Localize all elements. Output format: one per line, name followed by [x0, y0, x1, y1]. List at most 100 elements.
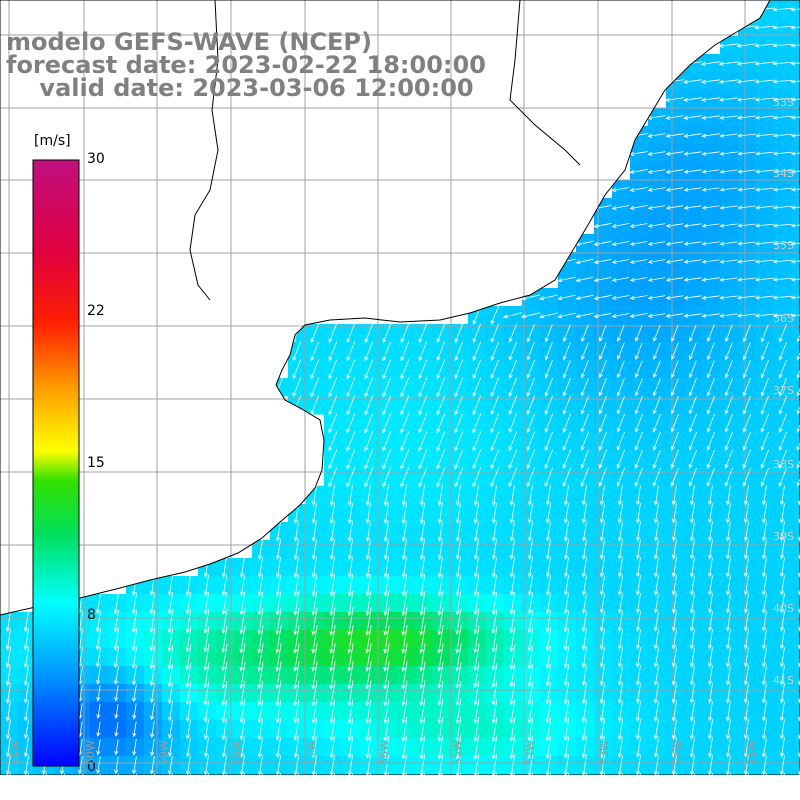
wind-arrow [683, 259, 702, 264]
wind-arrow [617, 324, 625, 342]
wind-arrow [364, 467, 374, 488]
wind-arrow [382, 467, 392, 488]
wind-cell [792, 522, 800, 541]
wind-arrow [772, 259, 793, 264]
wind-arrow [562, 467, 572, 488]
lon-label-55w: 55W [451, 740, 464, 765]
wind-arrow [185, 700, 191, 723]
wind-arrow [755, 187, 774, 192]
wind-arrow [761, 737, 767, 758]
wind-arrow [526, 467, 536, 488]
land-area [0, 0, 770, 615]
wind-arrow [257, 718, 264, 741]
wind-arrow [688, 467, 697, 487]
wind-arrow [274, 377, 284, 398]
wind-arrow [382, 395, 392, 416]
wind-arrow [221, 608, 228, 634]
wind-arrow [544, 395, 553, 415]
wind-arrow [665, 241, 684, 246]
wind-arrow [545, 610, 552, 633]
wind-arrow [347, 625, 354, 654]
wind-arrow [701, 133, 720, 138]
wind-arrow [365, 717, 372, 742]
wind-arrow [383, 502, 389, 525]
wind-arrow [311, 625, 318, 654]
wind-arrow [718, 61, 739, 66]
wind-arrow [725, 324, 733, 343]
wind-arrow [527, 681, 534, 706]
wind-arrow [508, 431, 518, 452]
wind-arrow [347, 556, 353, 579]
wind-cell [792, 594, 800, 613]
wind-arrow [761, 557, 767, 578]
wind-arrow [665, 259, 684, 264]
wind-arrow [617, 485, 623, 506]
wind-arrow [113, 592, 119, 615]
wind-arrow [311, 680, 318, 707]
wind-arrow [707, 593, 713, 614]
wind-arrow [635, 593, 641, 614]
wind-arrow [436, 359, 446, 380]
lon-label-52w: 52W [672, 740, 685, 765]
wind-arrow [761, 719, 767, 740]
wind-arrow [473, 484, 479, 507]
wind-arrow [545, 592, 551, 615]
wind-arrow [401, 538, 407, 561]
wind-arrow [665, 151, 684, 156]
wind-arrow [563, 682, 570, 705]
wind-arrow [598, 396, 607, 415]
wind-arrow [724, 360, 733, 379]
wind-arrow [401, 680, 408, 707]
wind-arrow [419, 590, 426, 616]
wind-arrow [599, 736, 605, 759]
wind-arrow [257, 661, 264, 690]
wind-cell [792, 342, 800, 361]
wind-arrow [545, 539, 551, 560]
wind-arrow [455, 556, 461, 579]
wind-arrow [725, 557, 731, 578]
wind-arrow [742, 342, 751, 361]
wind-arrow [761, 485, 767, 506]
wind-arrow [114, 756, 119, 775]
wind-arrow [689, 342, 697, 361]
lat-label-36s: 36S [773, 312, 794, 325]
wind-arrow [580, 360, 589, 379]
wind-arrow [647, 133, 666, 138]
wind-arrow [772, 43, 793, 48]
wind-arrow [700, 61, 721, 66]
wind-arrow [598, 449, 607, 470]
wind-arrow [400, 341, 410, 362]
wind-arrow [683, 241, 702, 246]
wind-arrow [293, 699, 300, 724]
wind-arrow [472, 323, 481, 344]
wind-arrow [581, 575, 587, 596]
wind-arrow [724, 413, 733, 433]
wind-arrow [617, 736, 623, 759]
wind-arrow [221, 574, 228, 597]
wind-arrow [311, 699, 318, 724]
wind-arrow [580, 395, 589, 415]
wind-arrow [418, 395, 428, 416]
wind-arrow [508, 467, 518, 488]
wind-arrow [521, 312, 541, 319]
wind-arrow [760, 342, 769, 361]
wind-arrow [437, 716, 444, 742]
wind-arrow [5, 719, 11, 740]
wind-arrow [563, 521, 569, 542]
wind-arrow [527, 627, 534, 652]
wind-arrow [742, 324, 751, 343]
wind-arrow [473, 608, 480, 635]
wind-arrow [509, 556, 515, 578]
wind-arrow [419, 643, 426, 672]
wind-arrow [508, 449, 518, 470]
wind-arrow [545, 717, 552, 742]
wind-arrow [761, 611, 767, 632]
wind-arrow [167, 645, 174, 670]
wind-arrow [647, 223, 666, 228]
wind-arrow [772, 187, 793, 192]
wind-arrow [670, 449, 679, 469]
wind-arrow [293, 754, 299, 775]
wind-arrow [239, 591, 246, 616]
wind-arrow [526, 377, 535, 397]
wind-arrow [239, 608, 246, 635]
